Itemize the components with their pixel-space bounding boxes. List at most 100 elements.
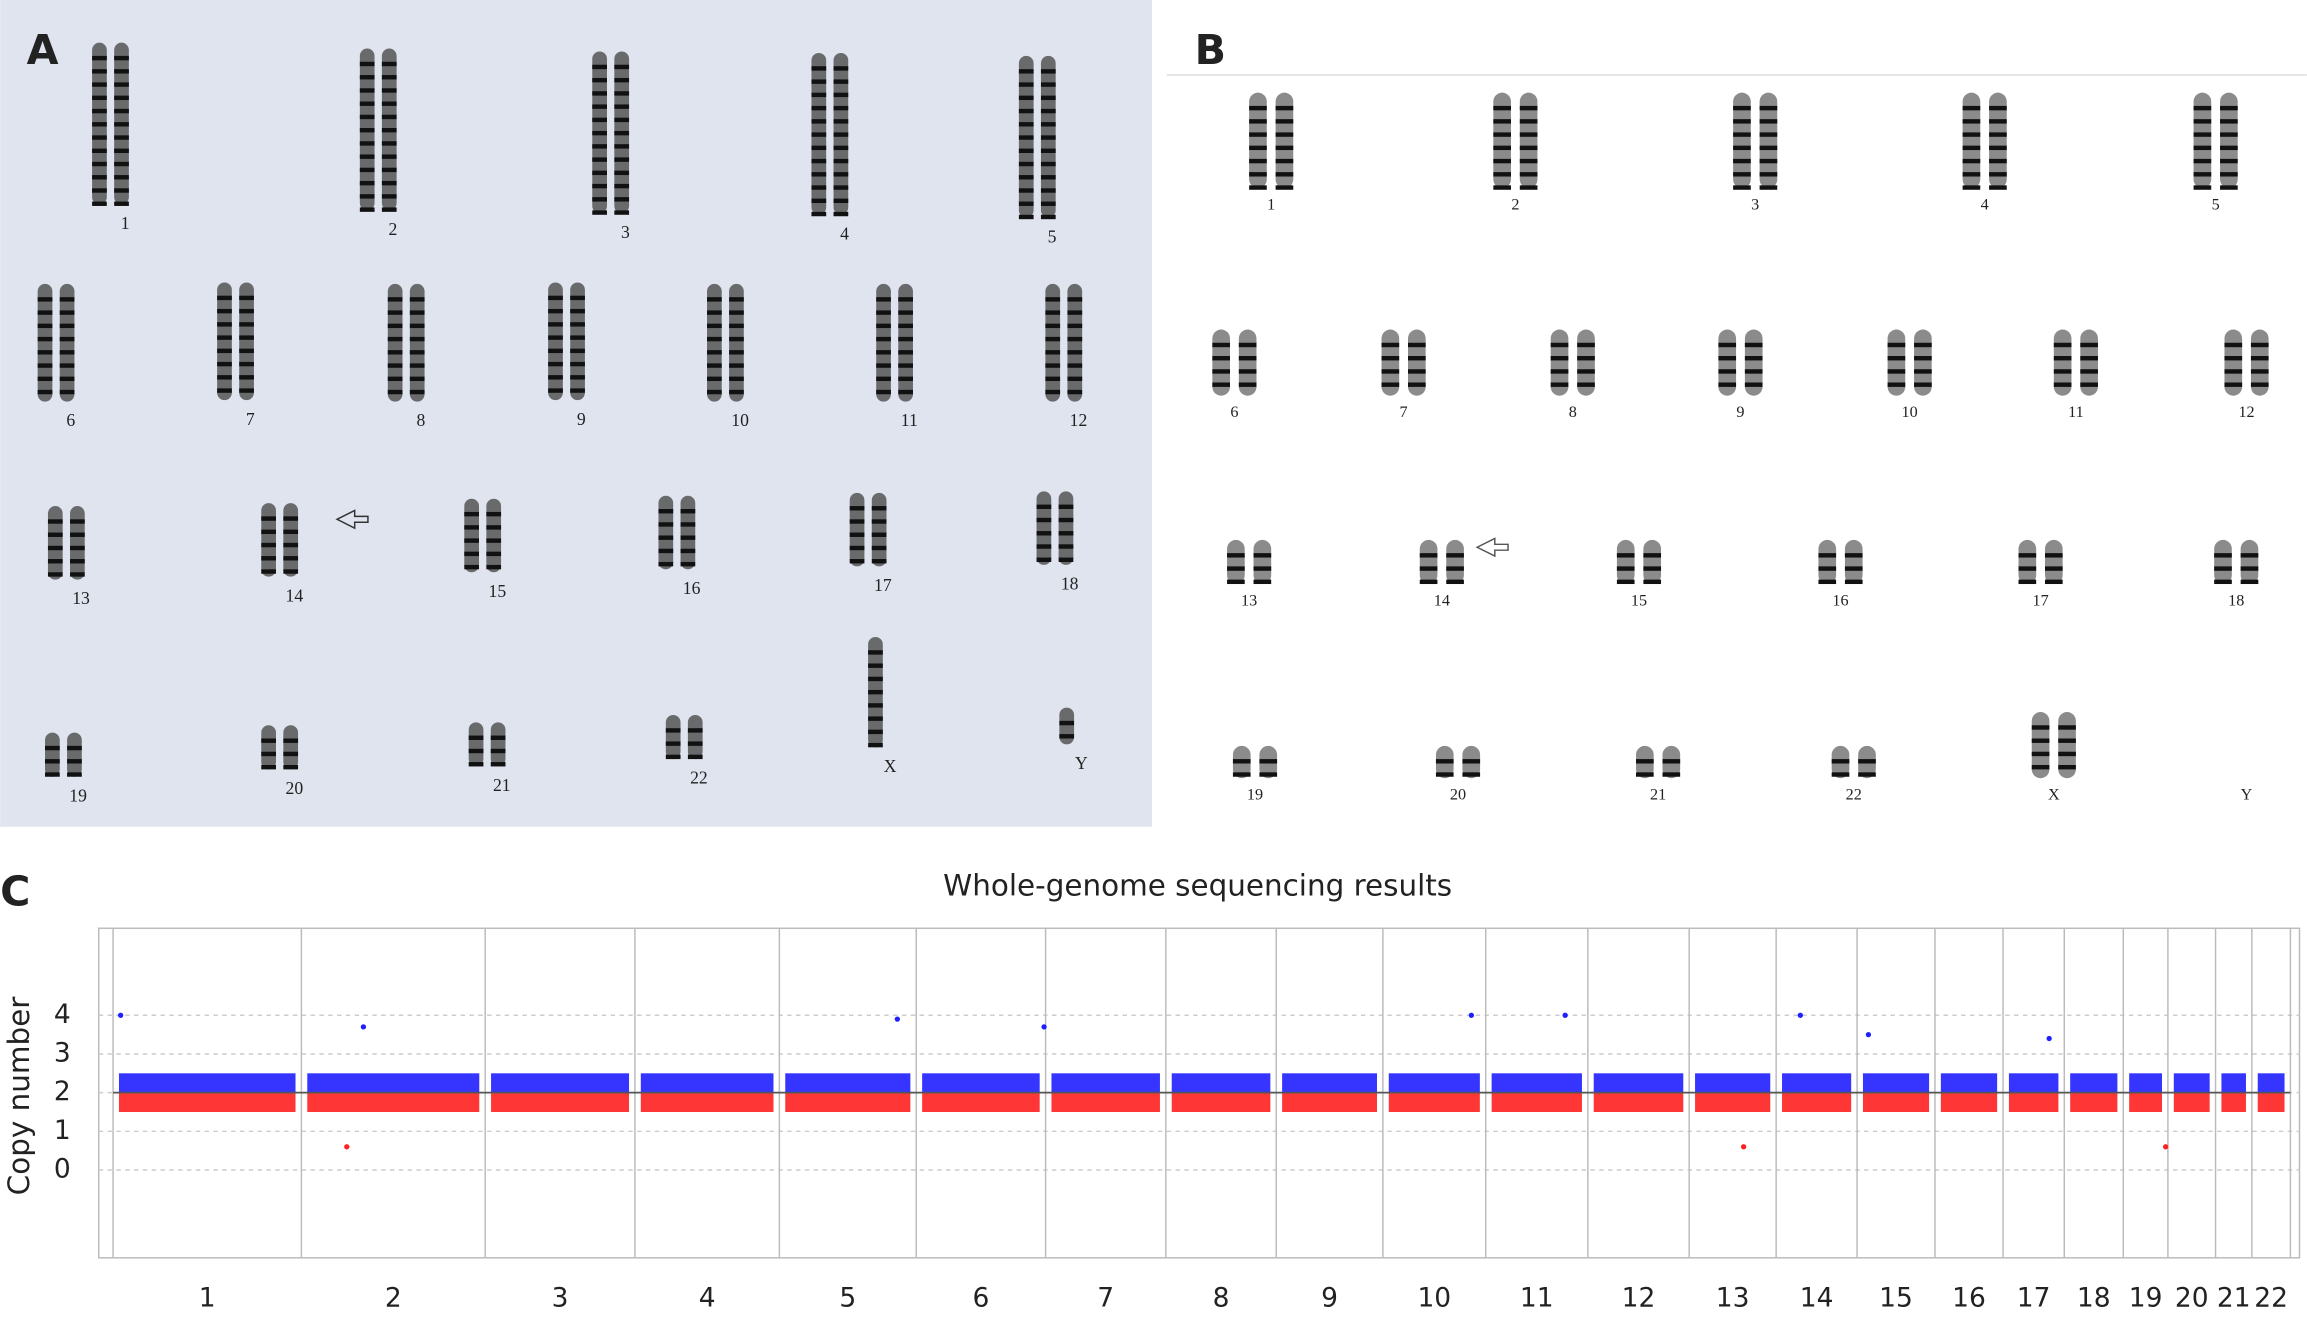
chromosome (1844, 539, 1863, 585)
band (1989, 119, 2007, 124)
band (359, 114, 375, 120)
band (239, 361, 254, 367)
band (1759, 185, 1778, 190)
band (687, 741, 703, 746)
band (614, 77, 630, 83)
chromosome (1519, 92, 1538, 189)
band (59, 336, 75, 342)
band (868, 716, 883, 721)
cnv-band (1051, 1092, 1160, 1112)
band (868, 729, 883, 735)
band (680, 548, 696, 554)
cnv-band (1862, 1092, 1930, 1112)
band (1040, 175, 1056, 180)
band (1989, 105, 2007, 111)
band (1253, 579, 1272, 585)
band (2053, 369, 2072, 374)
chromosome (1275, 92, 1294, 189)
band (1018, 188, 1034, 193)
outlier-point (2162, 1144, 2169, 1150)
band (59, 323, 75, 329)
chromosome-label: 9 (1736, 404, 1744, 421)
band (729, 297, 744, 302)
band (239, 388, 254, 393)
band (1962, 105, 1981, 111)
cnv-band (2221, 1092, 2246, 1112)
chromosome (490, 722, 506, 767)
band (1381, 342, 1400, 348)
band (359, 61, 375, 67)
band (592, 170, 607, 176)
band (1036, 531, 1052, 536)
band (59, 389, 75, 395)
band (37, 297, 53, 302)
chromosome (468, 722, 484, 767)
band (1577, 369, 1595, 374)
band (811, 119, 827, 124)
band (67, 772, 82, 777)
band (1662, 759, 1681, 764)
band (468, 735, 484, 740)
band (1275, 132, 1294, 137)
band (1844, 566, 1863, 571)
chromosome-label: 22 (690, 768, 708, 788)
band (70, 559, 85, 564)
band (381, 88, 397, 93)
band (1212, 356, 1230, 361)
band (1831, 759, 1850, 764)
band (283, 556, 299, 561)
band (92, 201, 107, 206)
band (261, 542, 276, 548)
band (665, 728, 681, 733)
band (592, 104, 607, 109)
band (37, 363, 53, 368)
band (1759, 105, 1778, 111)
band (2058, 764, 2076, 770)
cnv-band (1593, 1073, 1684, 1093)
band (1550, 382, 1569, 387)
band (1662, 772, 1681, 777)
band (707, 363, 722, 368)
band (570, 295, 585, 301)
band (37, 376, 53, 382)
band (592, 197, 607, 202)
band (811, 92, 827, 98)
band (592, 144, 607, 149)
band (45, 745, 60, 751)
band (1045, 310, 1061, 315)
band (1045, 336, 1061, 342)
cnv-band (1940, 1092, 1998, 1112)
band (1058, 544, 1074, 549)
band (1744, 342, 1763, 348)
chromosome-label: 5 (2212, 197, 2220, 214)
band (2193, 158, 2212, 164)
band (1058, 531, 1074, 536)
band (898, 323, 913, 329)
band (2044, 579, 2063, 585)
band (2031, 738, 2050, 743)
band (409, 363, 425, 368)
x-tick-label: 17 (2017, 1282, 2051, 1313)
x-tick-label: 9 (1321, 1282, 1338, 1313)
band (47, 519, 63, 524)
chromosome (1493, 92, 1511, 189)
outlier-point (1740, 1144, 1747, 1150)
band (680, 561, 696, 567)
band (811, 145, 827, 151)
band (239, 308, 254, 314)
band (729, 376, 744, 382)
cnv-band (2257, 1092, 2285, 1112)
x-tick-label: 19 (2129, 1282, 2163, 1313)
band (1253, 553, 1272, 558)
cnv-band (1388, 1092, 1480, 1112)
band (614, 130, 630, 136)
chromosome-label: 12 (2238, 404, 2254, 421)
band (409, 310, 425, 315)
cnv-band (1282, 1092, 1377, 1112)
band (1744, 356, 1763, 361)
band (1962, 145, 1981, 151)
band (1059, 720, 1075, 726)
band (2193, 185, 2212, 190)
band (811, 105, 827, 111)
chromosome (464, 498, 479, 573)
